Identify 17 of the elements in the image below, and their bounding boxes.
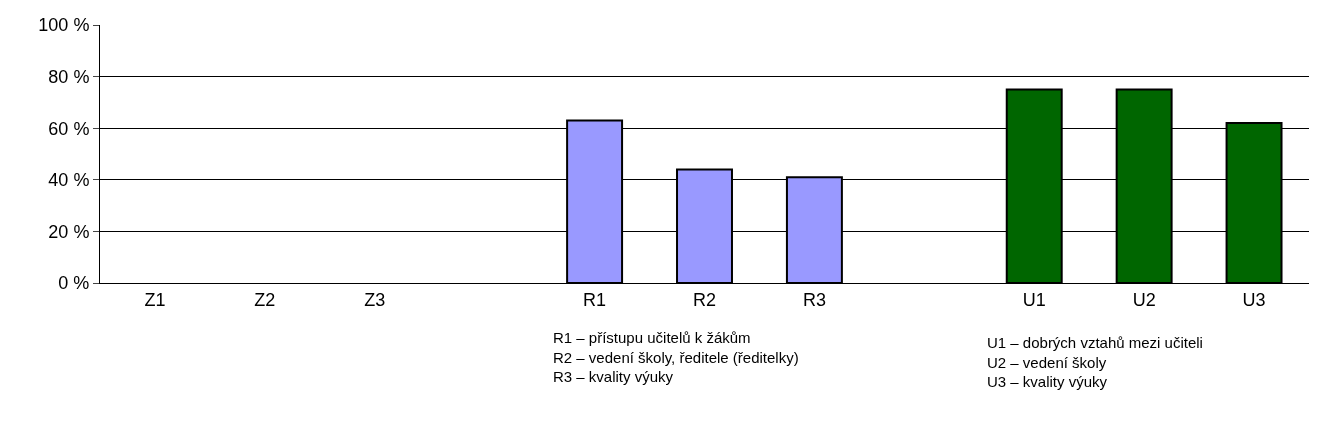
y-tick-label: 40 % — [48, 170, 90, 191]
y-tick-label: 60 % — [48, 118, 90, 139]
y-tick-label: 100 % — [38, 15, 90, 36]
x-tick-label: Z3 — [364, 289, 386, 310]
x-tick-label: U3 — [1242, 289, 1266, 310]
x-tick-label: Z2 — [254, 289, 276, 310]
y-tick-label: 80 % — [48, 66, 90, 87]
x-tick-label: R3 — [802, 289, 826, 310]
x-tick-label: R2 — [692, 289, 717, 310]
x-tick-label: U1 — [1022, 289, 1046, 310]
text: U1 – dobrých vztahů mezi učiteli U2 – vedení školy U3 – kvality výuky — [987, 334, 1203, 390]
x-tick-label: U2 — [1132, 289, 1156, 310]
text: R1 – přístupu učitelů k žákům R2 – vedení školy, ředitele (ředitelky) R3 – kvality výuky — [553, 329, 799, 385]
x-tick-label: Z1 — [144, 289, 166, 310]
y-tick-label: 20 % — [48, 221, 90, 242]
x-tick-label: R1 — [583, 289, 607, 310]
y-tick-label: 0 % — [58, 273, 90, 294]
